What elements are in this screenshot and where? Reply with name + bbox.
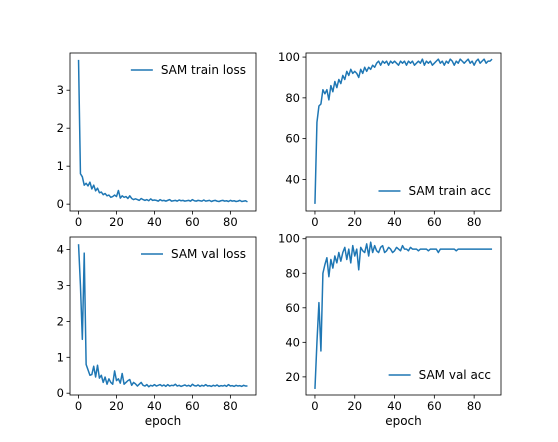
legend: SAM train acc xyxy=(378,184,491,198)
y-tick-label: 40 xyxy=(285,335,300,349)
x-tick: 60 xyxy=(427,395,442,413)
x-tick-label: 20 xyxy=(347,215,362,229)
y-tick: 3 xyxy=(57,278,70,292)
axes-frame xyxy=(69,52,257,212)
y-tick-label: 2 xyxy=(57,314,64,328)
x-tick-label: 40 xyxy=(147,399,162,413)
legend: SAM val acc xyxy=(388,368,491,382)
y-tick-label: 1 xyxy=(57,350,64,364)
x-tick: 0 xyxy=(75,395,82,413)
subplot-train-loss: 0 20 40 60 80 0 1 2 3 SAM train loss xyxy=(57,52,257,229)
y-tick: 1 xyxy=(57,159,70,173)
y-tick: 2 xyxy=(57,314,70,328)
x-tick-label: 60 xyxy=(427,399,442,413)
y-tick-label: 0 xyxy=(57,386,64,400)
axes-frame xyxy=(69,236,257,396)
y-tick: 60 xyxy=(285,301,306,315)
axes-frame xyxy=(305,236,502,396)
y-tick-label: 80 xyxy=(285,266,300,280)
y-tick-label: 100 xyxy=(278,232,300,246)
x-tick-label: 0 xyxy=(75,215,82,229)
x-tick: 40 xyxy=(147,395,162,413)
x-tick: 60 xyxy=(185,395,200,413)
legend: SAM val loss xyxy=(141,247,246,261)
x-tick-label: 80 xyxy=(223,399,238,413)
x-tick-label: 40 xyxy=(387,399,402,413)
legend-label: SAM val acc xyxy=(419,368,491,382)
x-tick: 80 xyxy=(467,211,482,229)
y-tick-label: 3 xyxy=(57,278,64,292)
y-tick: 40 xyxy=(285,335,306,349)
y-tick-label: 60 xyxy=(285,132,300,146)
x-tick: 40 xyxy=(387,211,402,229)
series-line-val-loss xyxy=(77,244,248,388)
x-tick: 20 xyxy=(347,211,362,229)
x-tick: 80 xyxy=(223,211,238,229)
y-tick-label: 3 xyxy=(57,83,64,97)
y-tick: 3 xyxy=(57,83,70,97)
y-tick-label: 100 xyxy=(278,50,300,64)
y-tick: 20 xyxy=(285,370,306,384)
y-tick: 100 xyxy=(278,232,306,246)
x-tick-label: 20 xyxy=(109,215,124,229)
x-tick-label: 80 xyxy=(223,215,238,229)
x-tick: 20 xyxy=(109,211,124,229)
x-tick-label: 40 xyxy=(147,215,162,229)
y-tick: 4 xyxy=(57,243,70,257)
y-tick-label: 2 xyxy=(57,121,64,135)
y-tick: 100 xyxy=(278,50,306,64)
x-tick-label: 20 xyxy=(347,399,362,413)
y-tick-label: 60 xyxy=(285,301,300,315)
x-tick: 40 xyxy=(387,395,402,413)
x-axis-label: epoch xyxy=(385,414,422,428)
axes-frame xyxy=(305,52,502,212)
x-tick-label: 0 xyxy=(75,399,82,413)
x-tick: 40 xyxy=(147,211,162,229)
x-tick: 0 xyxy=(311,211,319,229)
legend-label: SAM train acc xyxy=(408,184,491,198)
x-tick-label: 0 xyxy=(311,215,318,229)
y-tick-label: 4 xyxy=(57,243,64,257)
x-tick-label: 40 xyxy=(387,215,402,229)
x-tick: 60 xyxy=(427,211,442,229)
legend-label: SAM val loss xyxy=(171,247,246,261)
y-tick-label: 0 xyxy=(57,197,64,211)
y-tick: 80 xyxy=(285,91,306,105)
x-tick-label: 0 xyxy=(311,399,318,413)
y-tick: 40 xyxy=(285,172,306,186)
subplot-val-acc: 0 20 40 60 80 20 40 60 80 100 epoch SAM val acc xyxy=(278,232,502,428)
y-tick-label: 40 xyxy=(285,172,300,186)
x-tick-label: 80 xyxy=(467,399,482,413)
y-tick: 0 xyxy=(57,197,70,211)
legend: SAM train loss xyxy=(130,63,246,77)
x-tick-label: 60 xyxy=(427,215,442,229)
y-tick: 60 xyxy=(285,132,306,146)
x-tick: 0 xyxy=(75,211,82,229)
x-tick-label: 20 xyxy=(109,399,124,413)
x-tick: 60 xyxy=(185,211,200,229)
subplot-train-acc: 0 20 40 60 80 40 60 80 100 SAM train acc xyxy=(278,50,502,229)
x-tick: 0 xyxy=(311,395,319,413)
x-tick: 20 xyxy=(109,395,124,413)
y-tick: 0 xyxy=(57,386,70,400)
series-line-train-acc xyxy=(314,58,493,204)
x-tick-label: 80 xyxy=(467,215,482,229)
legend-label: SAM train loss xyxy=(161,63,246,77)
y-tick-label: 20 xyxy=(285,370,300,384)
x-tick: 80 xyxy=(223,395,238,413)
y-tick-label: 1 xyxy=(57,159,64,173)
y-tick: 80 xyxy=(285,266,306,280)
series-line-train-loss xyxy=(77,59,248,203)
y-tick-label: 80 xyxy=(285,91,300,105)
x-tick: 80 xyxy=(467,395,482,413)
x-tick-label: 60 xyxy=(185,215,200,229)
x-tick: 20 xyxy=(347,395,362,413)
y-tick: 2 xyxy=(57,121,70,135)
x-axis-label: epoch xyxy=(145,414,182,428)
x-tick-label: 60 xyxy=(185,399,200,413)
y-tick: 1 xyxy=(57,350,70,364)
subplot-val-loss: 0 20 40 60 80 0 1 2 3 4 epoch SAM val loss xyxy=(57,236,257,428)
series-line-val-acc xyxy=(314,241,493,389)
